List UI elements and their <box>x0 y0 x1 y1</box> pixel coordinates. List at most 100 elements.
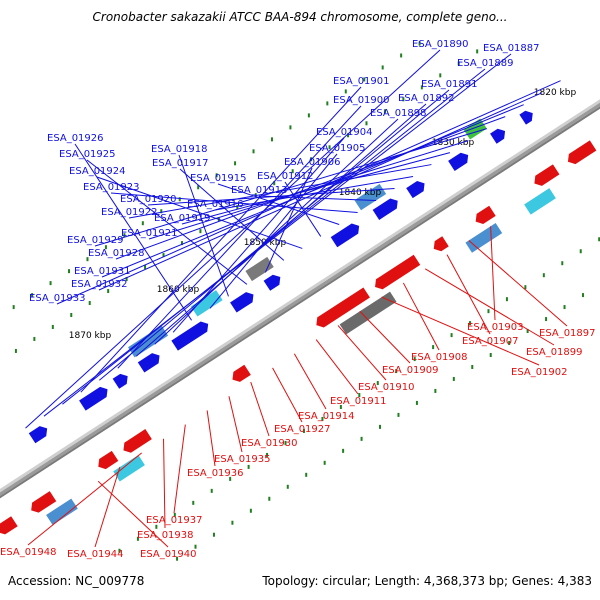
gene-label[interactable]: ESA_01936 <box>187 468 244 479</box>
feature-block[interactable] <box>465 223 503 253</box>
gene-label[interactable]: ESA_01927 <box>274 424 331 435</box>
gene-label[interactable]: ESA_01892 <box>398 93 455 104</box>
tick-mark <box>212 532 215 537</box>
feature-block[interactable] <box>354 183 387 211</box>
gene-label[interactable]: ESA_01903 <box>467 322 524 333</box>
forward-gene[interactable] <box>137 350 163 373</box>
gene-label[interactable]: ESA_01909 <box>382 365 439 376</box>
reverse-gene[interactable] <box>531 164 560 188</box>
gene-label[interactable]: ESA_01912 <box>257 171 314 182</box>
reverse-gene-shape <box>0 516 18 535</box>
gene-label[interactable]: ESA_01915 <box>190 173 247 184</box>
reverse-gene[interactable] <box>95 450 119 472</box>
gene-label[interactable]: ESA_01948 <box>0 547 57 558</box>
forward-gene[interactable] <box>519 108 536 125</box>
leader-line <box>80 86 362 393</box>
gene-label[interactable]: ESA_01914 <box>298 411 355 422</box>
forward-gene[interactable] <box>28 423 51 444</box>
tick-mark <box>360 436 363 441</box>
reverse-gene[interactable] <box>372 254 421 292</box>
reverse-gene[interactable] <box>229 364 251 385</box>
forward-gene[interactable] <box>372 196 401 220</box>
gene-label[interactable]: ESA_01898 <box>370 108 427 119</box>
forward-gene[interactable] <box>112 371 131 389</box>
reverse-gene[interactable] <box>0 516 18 537</box>
gene-label[interactable]: ESA_01887 <box>483 43 540 54</box>
gene-label[interactable]: ESA_01944 <box>67 549 124 560</box>
gene-label[interactable]: ESA_01900 <box>333 95 390 106</box>
reverse-gene[interactable] <box>565 140 597 166</box>
gene-label[interactable]: ESA_01933 <box>29 293 86 304</box>
gene-label[interactable]: ESA_01922 <box>101 207 158 218</box>
gene-label[interactable]: ESA_01911 <box>330 396 387 407</box>
gene-label[interactable]: ESA_01902 <box>511 367 568 378</box>
gene-label[interactable]: ESA_01935 <box>214 454 271 465</box>
forward-gene[interactable] <box>406 178 428 199</box>
gene-label[interactable]: ESA_01925 <box>59 149 116 160</box>
tick-mark <box>286 484 289 489</box>
tick-mark <box>420 85 423 90</box>
tick-mark <box>326 101 329 106</box>
reverse-gene[interactable] <box>313 287 370 330</box>
gene-label[interactable]: ESA_01923 <box>83 182 140 193</box>
gene-label[interactable]: ESA_01932 <box>71 279 128 290</box>
feature-block[interactable] <box>524 188 556 215</box>
gene-label[interactable]: ESA_01926 <box>47 133 104 144</box>
gene-label[interactable]: ESA_01919 <box>154 213 211 224</box>
reverse-gene[interactable] <box>430 236 449 254</box>
forward-gene[interactable] <box>448 150 471 171</box>
forward-gene[interactable] <box>79 384 111 411</box>
leader-line <box>94 466 121 548</box>
feature-block-shape <box>245 256 274 282</box>
gene-label[interactable]: ESA_01904 <box>316 127 373 138</box>
leader-line <box>163 438 166 529</box>
gene-label[interactable]: ESA_01908 <box>411 352 468 363</box>
feature-block-shape <box>190 290 223 317</box>
gene-label[interactable]: ESA_01907 <box>462 336 519 347</box>
feature-block[interactable] <box>113 455 145 482</box>
gene-label[interactable]: ESA_01918 <box>151 144 208 155</box>
tick-mark <box>524 285 527 290</box>
gene-label[interactable]: ESA_01901 <box>333 76 390 87</box>
gene-label[interactable]: ESA_01890 <box>412 39 469 50</box>
gene-label[interactable]: ESA_01920 <box>120 194 177 205</box>
feature-block[interactable] <box>46 498 78 526</box>
tick-mark <box>439 73 442 78</box>
gene-label[interactable]: ESA_01905 <box>309 143 366 154</box>
gene-label[interactable]: ESA_01916 <box>187 199 244 210</box>
gene-label[interactable]: ESA_01937 <box>146 515 203 526</box>
gene-label[interactable]: ESA_01940 <box>140 549 197 560</box>
gene-label[interactable]: ESA_01917 <box>152 158 209 169</box>
gene-label[interactable]: ESA_01930 <box>241 438 298 449</box>
leader-line <box>97 480 169 548</box>
reverse-gene[interactable] <box>28 491 57 515</box>
feature-block[interactable] <box>339 291 397 335</box>
gene-label[interactable]: ESA_01897 <box>539 328 596 339</box>
gene-label[interactable]: ESA_01889 <box>457 58 514 69</box>
forward-gene[interactable] <box>330 221 363 248</box>
gene-label[interactable]: ESA_01913 <box>231 185 288 196</box>
gene-label[interactable]: ESA_01931 <box>74 266 131 277</box>
forward-gene[interactable] <box>230 289 257 313</box>
reverse-gene[interactable] <box>472 205 496 227</box>
gene-label[interactable]: ESA_01891 <box>421 79 478 90</box>
gene-label[interactable]: ESA_01928 <box>88 248 145 259</box>
gene-label[interactable]: ESA_01924 <box>69 166 126 177</box>
leader-line <box>110 192 358 213</box>
reverse-gene[interactable] <box>120 429 152 455</box>
gene-label[interactable]: ESA_01910 <box>358 382 415 393</box>
feature-block[interactable] <box>190 290 223 317</box>
gene-label[interactable]: ESA_01929 <box>67 235 124 246</box>
feature-block[interactable] <box>128 325 169 358</box>
gene-label[interactable]: ESA_01899 <box>526 347 583 358</box>
forward-gene[interactable] <box>490 126 508 144</box>
gene-label[interactable]: ESA_01906 <box>284 157 341 168</box>
forward-gene[interactable] <box>171 319 211 351</box>
leader-line <box>264 167 313 273</box>
tick-mark <box>155 524 158 529</box>
gene-label[interactable]: ESA_01938 <box>137 530 194 541</box>
gene-label[interactable]: ESA_01921 <box>121 228 178 239</box>
feature-block[interactable] <box>245 256 274 282</box>
forward-gene[interactable] <box>263 272 284 291</box>
